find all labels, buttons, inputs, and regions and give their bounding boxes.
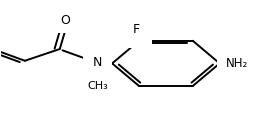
Text: NH₂: NH₂ [226,57,249,70]
Text: O: O [60,14,70,27]
Text: N: N [93,56,102,69]
Text: CH₃: CH₃ [87,81,108,91]
Text: F: F [133,23,140,36]
